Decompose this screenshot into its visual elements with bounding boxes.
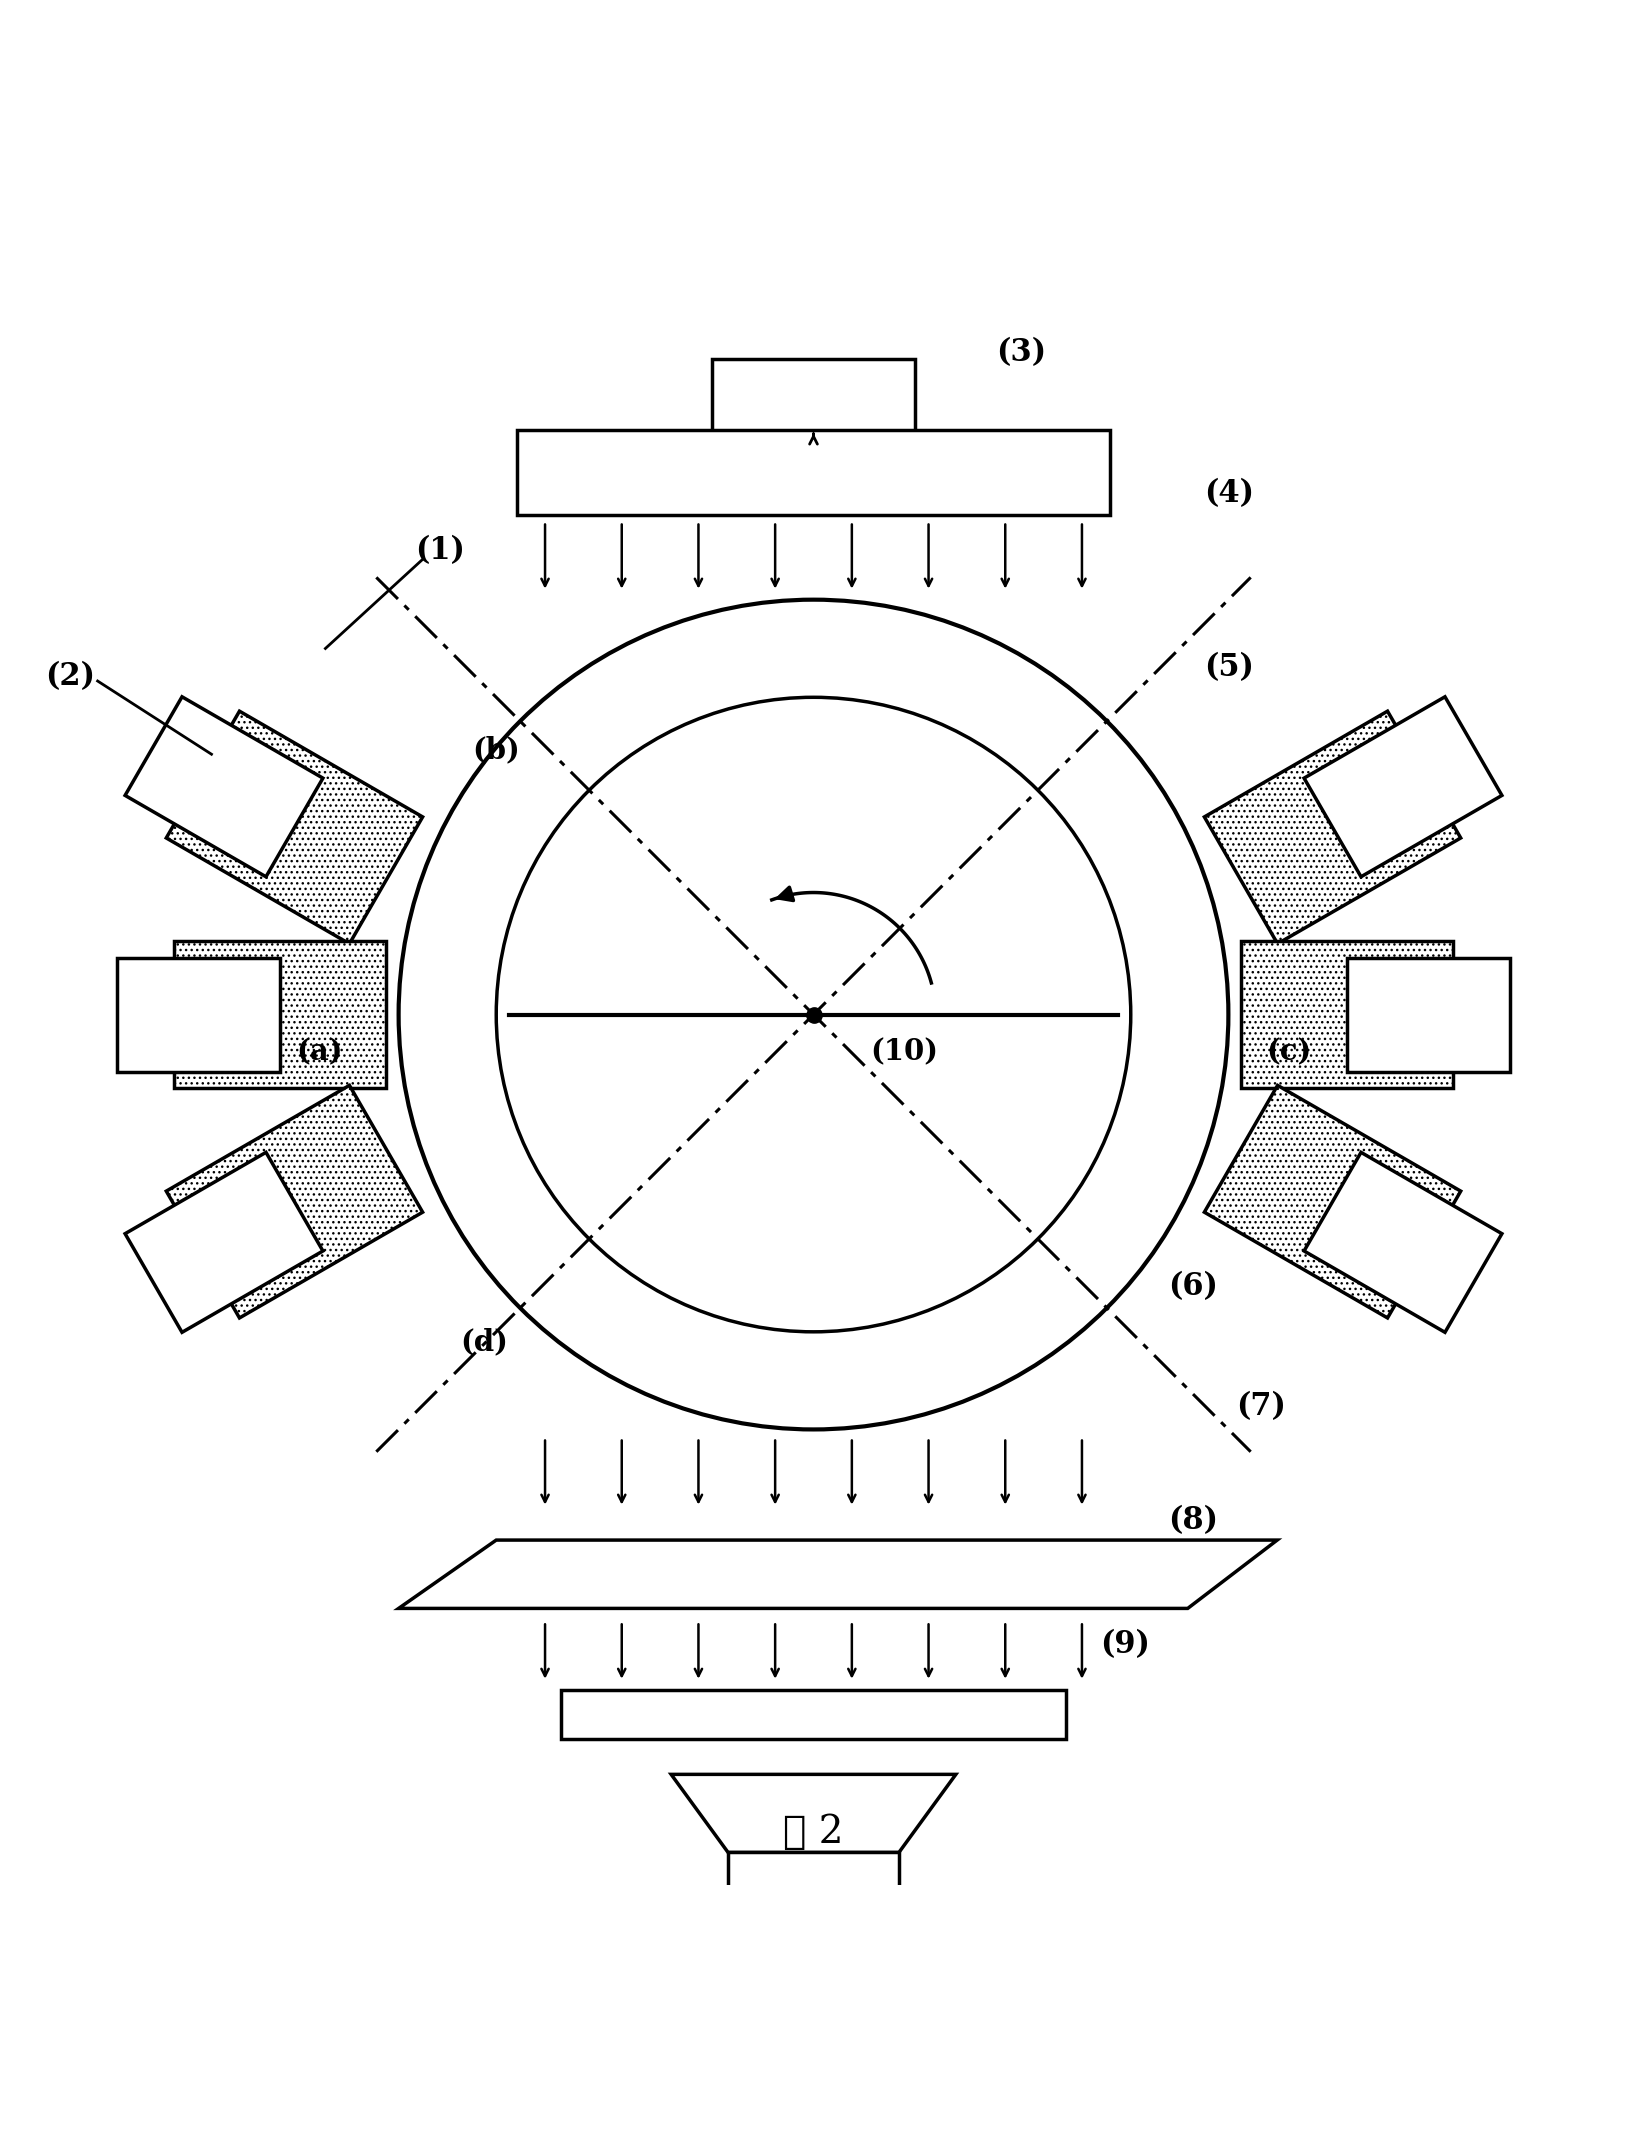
Text: (1): (1) xyxy=(415,536,465,566)
Polygon shape xyxy=(1347,958,1510,1072)
Text: (2): (2) xyxy=(46,660,96,692)
Text: (4): (4) xyxy=(1204,478,1254,510)
Polygon shape xyxy=(166,1084,423,1318)
Text: 图 2: 图 2 xyxy=(783,1815,844,1852)
Text: (a): (a) xyxy=(296,1037,343,1067)
Polygon shape xyxy=(1241,941,1453,1089)
Polygon shape xyxy=(125,1153,322,1333)
Polygon shape xyxy=(117,958,280,1072)
FancyBboxPatch shape xyxy=(561,1691,1066,1738)
Polygon shape xyxy=(399,1541,1277,1609)
Text: (5): (5) xyxy=(1204,651,1254,684)
Circle shape xyxy=(496,696,1131,1331)
Polygon shape xyxy=(670,1774,957,1852)
Text: (8): (8) xyxy=(1168,1504,1219,1537)
Text: (b): (b) xyxy=(472,735,519,763)
Polygon shape xyxy=(166,711,423,943)
Polygon shape xyxy=(1204,1084,1461,1318)
Polygon shape xyxy=(174,941,386,1089)
Text: (10): (10) xyxy=(870,1037,939,1067)
Polygon shape xyxy=(1305,1153,1502,1333)
Text: (c): (c) xyxy=(1266,1037,1311,1067)
Text: (3): (3) xyxy=(996,336,1046,369)
Text: (d): (d) xyxy=(460,1327,508,1357)
Polygon shape xyxy=(1305,696,1502,876)
Text: (6): (6) xyxy=(1168,1271,1219,1301)
Polygon shape xyxy=(1204,711,1461,943)
Text: (7): (7) xyxy=(1237,1391,1287,1423)
Text: (9): (9) xyxy=(1100,1629,1150,1659)
Polygon shape xyxy=(125,696,322,876)
FancyBboxPatch shape xyxy=(711,358,914,437)
FancyBboxPatch shape xyxy=(516,431,1110,514)
FancyBboxPatch shape xyxy=(727,1852,898,1927)
